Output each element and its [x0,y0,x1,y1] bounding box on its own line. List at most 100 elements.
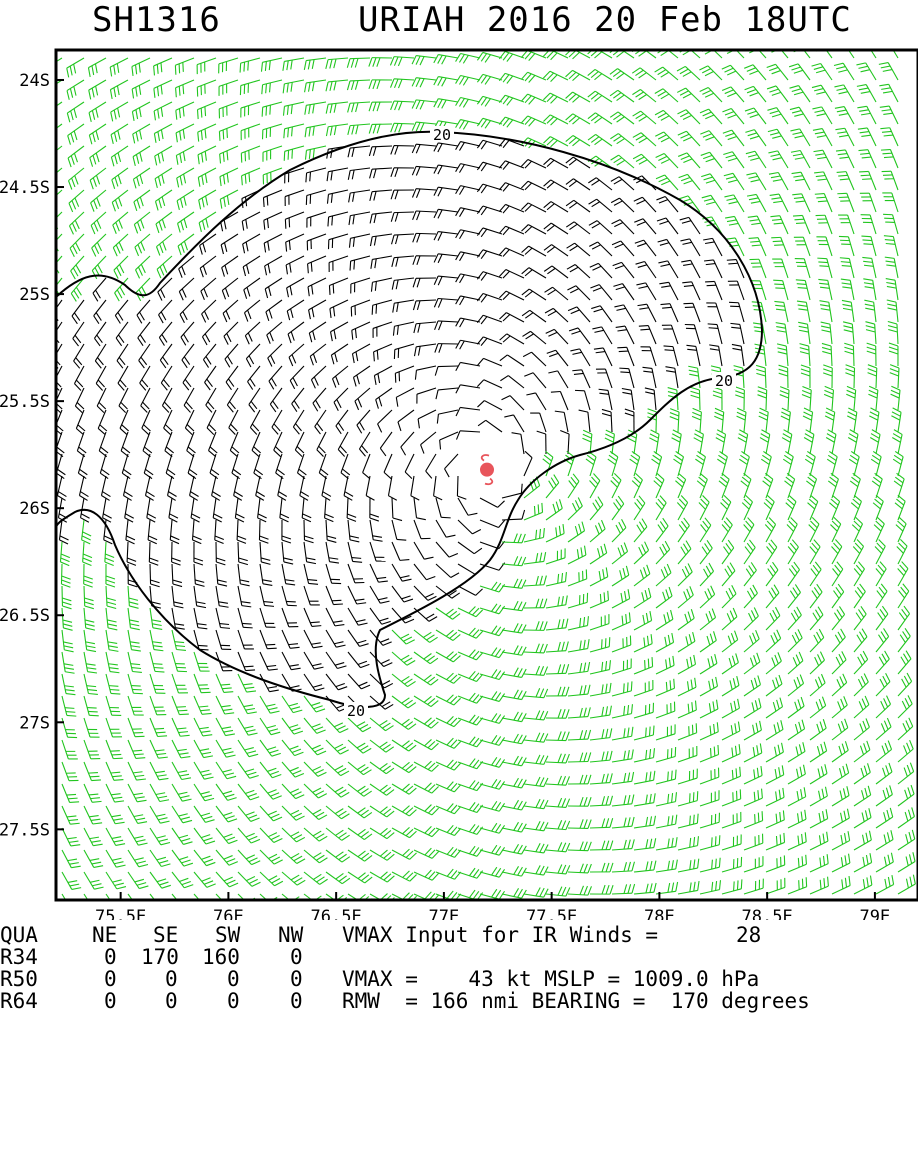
wind-barb [780,387,789,410]
wind-barb [264,234,282,252]
wind-barb [351,278,370,293]
wind-barb [842,300,854,322]
wind-barb [699,495,709,520]
wind-barb [656,702,675,718]
wind-barb [216,762,236,779]
wind-barb [787,517,797,542]
wind-barb [744,743,762,762]
wind-barb [888,321,898,344]
wind-barb [259,520,268,543]
wind-barb [293,410,304,434]
wind-barb [434,476,443,500]
wind-barb [392,674,416,687]
wind-barb [589,242,612,256]
wind-barb [348,564,364,583]
wind-barb [285,212,304,229]
wind-barb [415,366,436,380]
wind-barb [216,828,237,844]
wind-barb [392,806,416,816]
wind-barb [898,695,912,718]
wind-barb [91,212,106,234]
wind-barb [150,718,167,736]
wind-barb [880,128,898,146]
wind-barb [260,718,280,735]
wind-barb [264,212,282,230]
wind-barb [546,776,569,785]
wind-barb [326,850,350,862]
wind-barb [57,476,66,500]
wind-barb [502,601,526,611]
wind-barb [678,563,692,586]
wind-barb [110,58,128,76]
lat-label: 26S [19,499,50,519]
wind-barb [547,350,568,366]
wind-barb [157,256,172,278]
wind-barb [709,345,722,366]
wind-barb [854,831,871,850]
wind-barb [114,256,128,279]
wind-barb [544,266,568,278]
wind-barb [590,263,612,278]
wind-barb [260,872,283,886]
wind-barb [305,124,326,137]
wind-barb [832,651,846,674]
wind-barb [71,256,84,279]
wind-barb [846,386,855,410]
wind-barb [370,190,392,201]
wind-barb [477,337,502,346]
wind-barb [851,495,861,520]
wind-barb [776,323,788,344]
wind-barb [220,190,238,209]
wind-barb [678,632,695,652]
wind-barb [700,518,711,542]
wind-barb [499,73,524,83]
wind-barb [502,623,526,633]
wind-barb [70,234,84,257]
wind-barb [853,539,863,564]
wind-barb [773,280,788,300]
wind-barb [612,772,634,784]
wind-barb [810,652,824,674]
wind-barb [414,696,438,707]
wind-barb [832,809,849,828]
wind-barb [370,212,392,223]
wind-barb [656,496,666,520]
wind-barb [568,474,579,498]
wind-barb [884,236,898,256]
wind-barb [612,519,626,542]
wind-barb [641,347,656,366]
r50-sw: 0 [227,968,240,990]
wind-barb [185,410,194,435]
wind-barb [392,696,416,708]
wind-barb [265,278,282,298]
wind-barb [753,323,766,344]
wind-barb [348,102,370,112]
wind-barb [735,387,744,410]
wind-barb [456,362,480,370]
wind-barb [73,322,84,346]
wind-barb [198,124,216,142]
wind-barb [677,88,700,102]
wind-barb [788,855,806,872]
wind-barb [83,542,92,566]
wind-barb [861,215,876,234]
wind-barb [370,652,392,667]
wind-barb [436,673,461,683]
wind-barb [850,473,860,498]
wind-barb [143,432,152,457]
wind-barb [90,168,106,189]
wind-barb [370,168,392,178]
wind-barb [84,850,103,867]
wind-barb [788,675,804,696]
wind-barb [744,585,757,608]
wind-barb [84,652,97,673]
wind-barb [178,212,194,232]
wind-barb [166,454,175,479]
wind-barb [545,287,568,300]
wind-barb [60,542,69,566]
rmw-bearing-text: RMW = 166 nmi BEARING = 170 degrees [342,990,810,1012]
wind-barb [326,80,348,91]
wind-barb [744,856,763,872]
wind-barb [810,674,825,696]
wind-barb [238,652,255,671]
